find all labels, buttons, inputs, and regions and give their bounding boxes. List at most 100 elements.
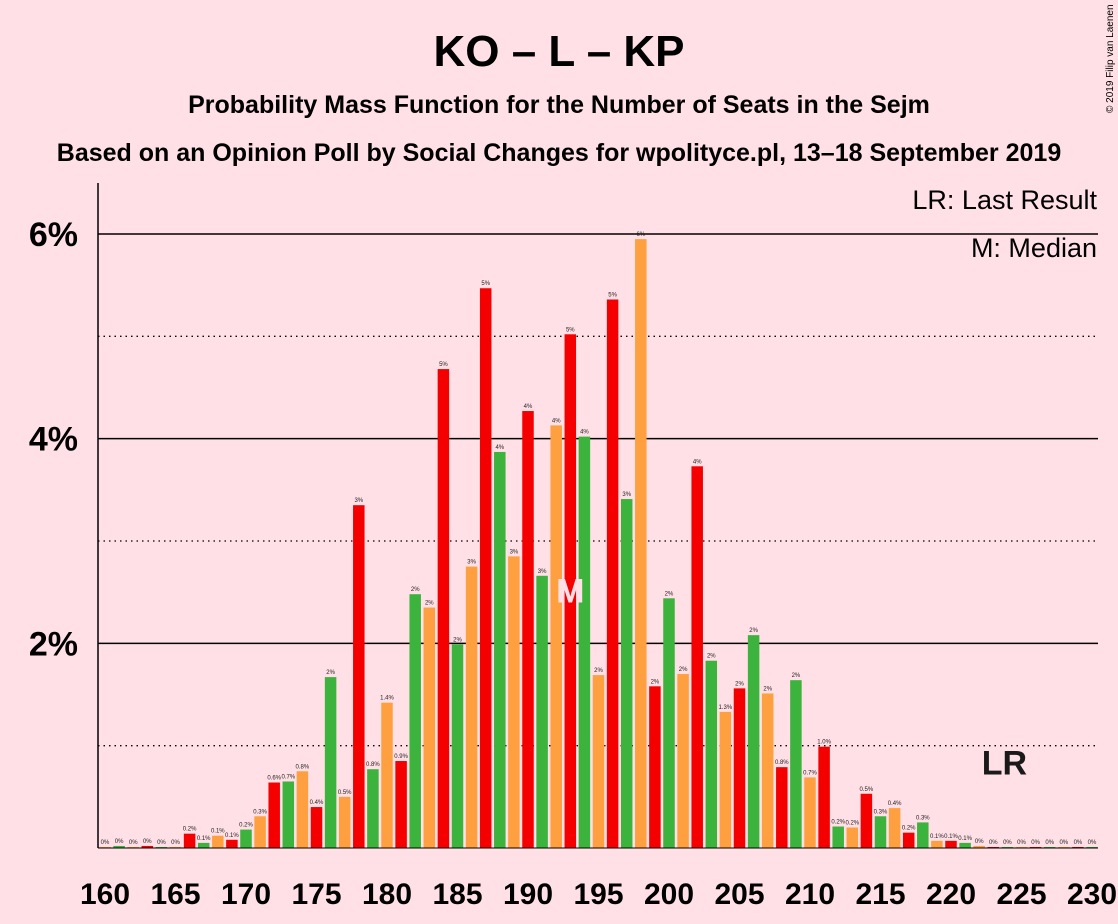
gridlines	[98, 233, 1098, 747]
bar-value-label: 4%	[552, 418, 561, 424]
bar-seat-213	[846, 827, 859, 848]
bar-seat-174	[296, 771, 309, 848]
x-tick-label: 180	[362, 878, 412, 911]
bar-seat-184	[437, 369, 450, 848]
bar-seat-166	[183, 833, 196, 848]
x-tick-label: 215	[855, 878, 905, 911]
bar-seat-230	[1086, 846, 1098, 848]
bar-value-label: 2%	[594, 668, 603, 674]
bar-value-label: 5%	[481, 281, 490, 287]
x-tick-label: 165	[150, 878, 200, 911]
bar-value-label: 5%	[439, 362, 448, 368]
bar-value-label: 1.4%	[380, 696, 394, 702]
bar-seat-226	[1029, 846, 1042, 848]
bar-value-label: 0.4%	[888, 801, 902, 807]
bar-value-label: 0%	[143, 839, 152, 845]
x-tick-label: 190	[503, 878, 553, 911]
bar-value-label: 4%	[495, 445, 504, 451]
bar-value-label: 0.1%	[930, 834, 944, 840]
bar-seat-206	[747, 635, 760, 848]
bar-value-label: 0%	[101, 840, 110, 846]
x-tick-label: 195	[573, 878, 623, 911]
bar-value-label: 0%	[171, 840, 180, 846]
bar-seat-224	[1001, 846, 1014, 848]
bar-value-label: 0.2%	[845, 821, 859, 827]
bar-seat-162	[127, 846, 139, 848]
bar-value-label: 0%	[1045, 840, 1054, 846]
bar-value-label: 0.5%	[860, 787, 874, 793]
y-tick-label: 4%	[29, 421, 78, 459]
bar-value-label: 0%	[1031, 840, 1040, 846]
bar-seat-207	[761, 693, 774, 848]
legend-last-result: LR: Last Result	[912, 185, 1097, 215]
bar-value-label: 0.3%	[916, 815, 930, 821]
bar-value-label: 0.2%	[239, 823, 253, 829]
bar-seat-218	[917, 822, 929, 848]
bar-seat-189	[508, 556, 520, 848]
x-tick-label: 230	[1067, 878, 1117, 911]
bar-seat-161	[113, 845, 125, 848]
bar-seat-215	[874, 816, 887, 848]
bar-seat-196	[606, 299, 619, 848]
bar-seat-175	[310, 807, 323, 848]
bar-seat-185	[451, 644, 464, 848]
bar-value-label: 0.1%	[944, 834, 958, 840]
bar-seat-202	[691, 466, 703, 848]
bar-seat-170	[240, 829, 252, 848]
bar-value-label: 0.8%	[366, 762, 380, 768]
x-tick-label: 210	[785, 878, 835, 911]
bar-value-label: 0.9%	[394, 754, 408, 760]
bar-seat-200	[663, 598, 675, 848]
bar-value-label: 3%	[510, 549, 519, 555]
bar-seat-228	[1058, 846, 1070, 848]
bar-value-label: 0.1%	[958, 836, 972, 842]
x-tick-label: 170	[221, 878, 271, 911]
bar-value-label: 5%	[608, 292, 617, 298]
bar-value-label: 0%	[975, 839, 984, 845]
bar-value-label: 2%	[735, 681, 744, 687]
bar-seat-172	[268, 782, 280, 848]
bar-seat-197	[620, 499, 633, 848]
bar-value-label: 0.5%	[338, 790, 352, 796]
x-tick-label: 175	[291, 878, 341, 911]
bar-seat-179	[367, 769, 379, 848]
bar-value-label: 0.1%	[225, 833, 239, 839]
bar-seat-225	[1015, 846, 1028, 848]
bar-seat-176	[324, 677, 337, 848]
bar-value-label: 2%	[425, 601, 434, 607]
bar-value-label: 3%	[622, 492, 631, 498]
bar-value-label: 0.2%	[183, 827, 197, 833]
median-marker: M	[556, 572, 584, 610]
bar-value-label: 1.0%	[817, 740, 831, 746]
bar-seat-208	[776, 767, 788, 848]
bar-seat-201	[677, 674, 689, 848]
bar-value-label: 4%	[580, 430, 589, 436]
bar-seat-182	[409, 594, 421, 848]
bar-value-label: 0.1%	[211, 829, 225, 835]
bar-value-label: 3%	[354, 498, 363, 504]
bar-value-label: 0%	[1074, 840, 1083, 846]
bar-value-label: 0.8%	[296, 764, 310, 770]
bar-seat-214	[860, 793, 873, 848]
bars-group	[99, 239, 1098, 849]
legend-median: M: Median	[971, 233, 1097, 263]
x-tick-label: 160	[80, 878, 130, 911]
bar-seat-188	[494, 451, 506, 848]
bar-value-label: 0.1%	[197, 836, 211, 842]
bar-value-label: 0%	[1059, 840, 1068, 846]
x-tick-label: 225	[996, 878, 1046, 911]
bar-seat-168	[212, 835, 224, 848]
bar-value-label: 0.6%	[267, 776, 281, 782]
bar-seat-195	[592, 675, 605, 848]
bar-seat-169	[226, 839, 238, 848]
bar-value-label: 0.2%	[902, 826, 916, 832]
bar-value-label: 0.4%	[310, 800, 324, 806]
bar-value-label: 0%	[989, 840, 998, 846]
bar-seat-190	[522, 411, 534, 848]
bar-value-label: 2%	[453, 637, 462, 643]
bar-seat-186	[465, 566, 478, 848]
bar-seat-191	[536, 575, 548, 848]
axes-group: 2% 4% 6% 160 165 170 175 180 185 190 195 200 205 210 2…	[29, 183, 1117, 911]
bar-seat-198	[635, 239, 647, 848]
